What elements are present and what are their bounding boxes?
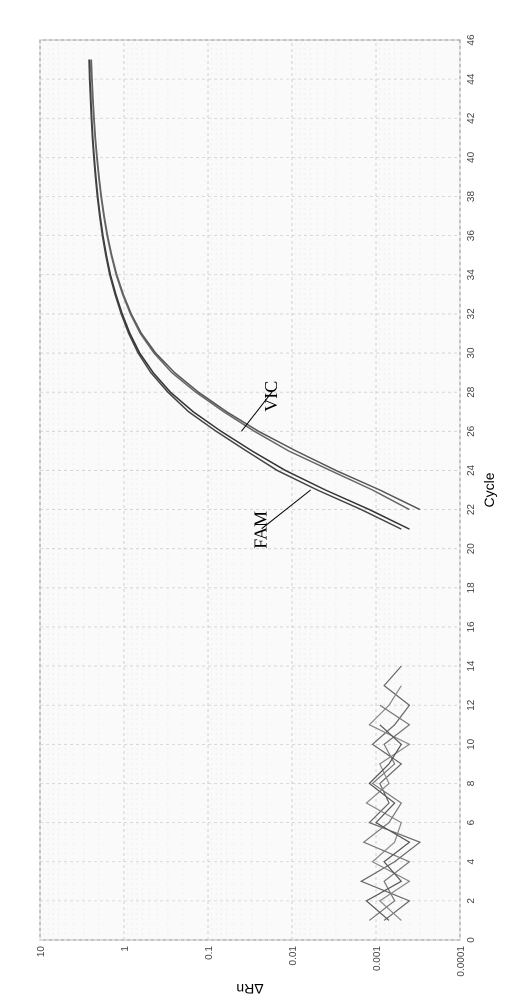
svg-text:46: 46	[466, 34, 477, 46]
svg-text:6: 6	[466, 819, 477, 825]
svg-text:1: 1	[120, 946, 131, 952]
svg-text:22: 22	[466, 504, 477, 516]
svg-text:2: 2	[466, 898, 477, 904]
svg-text:10: 10	[466, 738, 477, 750]
x-axis-label: Cycle	[481, 472, 497, 507]
svg-text:0.0001: 0.0001	[456, 946, 467, 977]
svg-text:38: 38	[466, 191, 477, 203]
svg-text:12: 12	[466, 699, 477, 711]
svg-text:36: 36	[466, 230, 477, 242]
svg-text:30: 30	[466, 347, 477, 359]
svg-text:24: 24	[466, 464, 477, 476]
svg-text:28: 28	[466, 386, 477, 398]
svg-text:0.01: 0.01	[288, 946, 299, 966]
svg-text:0.001: 0.001	[372, 946, 383, 971]
svg-text:34: 34	[466, 269, 477, 281]
chart-svg: 0246810121416182022242628303234363840424…	[0, 0, 508, 1000]
svg-text:16: 16	[466, 621, 477, 633]
svg-text:20: 20	[466, 543, 477, 555]
svg-text:32: 32	[466, 308, 477, 320]
annotation-vic: VIC	[261, 381, 281, 412]
svg-text:8: 8	[466, 780, 477, 786]
svg-text:14: 14	[466, 660, 477, 672]
svg-text:0.1: 0.1	[204, 946, 215, 960]
svg-text:42: 42	[466, 112, 477, 124]
svg-text:4: 4	[466, 859, 477, 865]
svg-text:44: 44	[466, 73, 477, 85]
svg-text:26: 26	[466, 425, 477, 437]
annotation-fam: FAM	[251, 511, 271, 549]
amplification-plot: 0246810121416182022242628303234363840424…	[0, 0, 508, 1000]
y-axis-label: ΔRn	[236, 981, 263, 997]
svg-text:10: 10	[36, 946, 47, 958]
svg-text:40: 40	[466, 151, 477, 163]
svg-text:0: 0	[466, 937, 477, 943]
svg-text:18: 18	[466, 582, 477, 594]
